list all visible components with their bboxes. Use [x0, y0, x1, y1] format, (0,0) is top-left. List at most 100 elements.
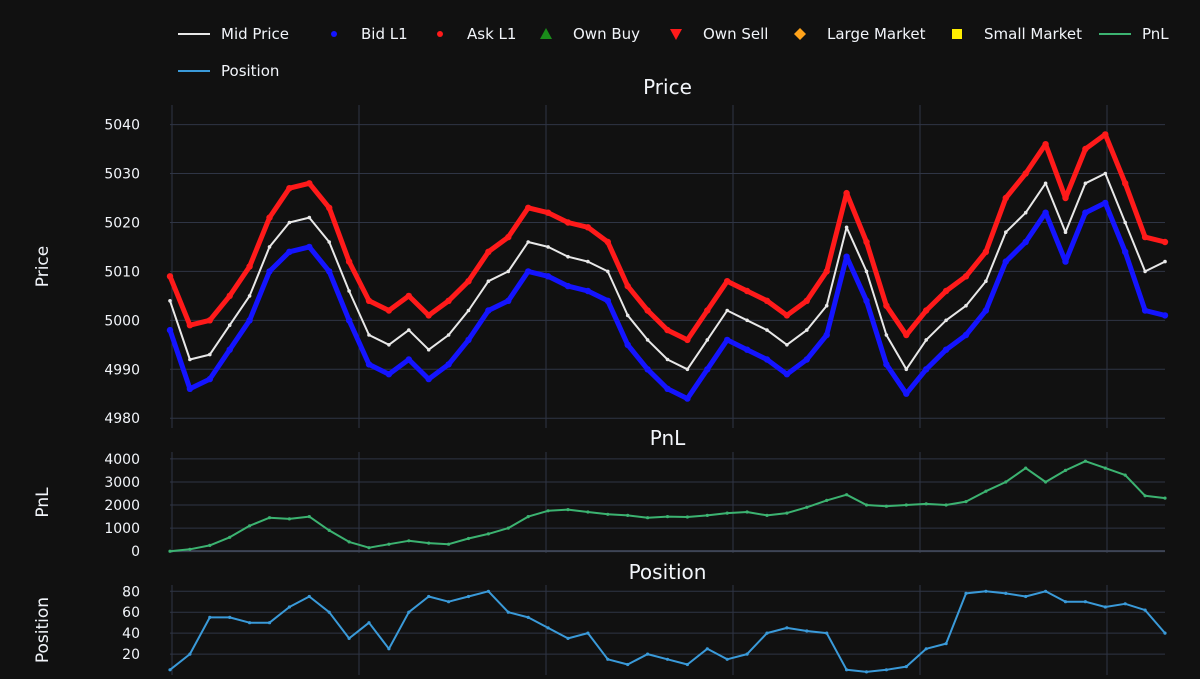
bid-l1-point [1082, 209, 1089, 216]
mid-price-point [745, 318, 749, 323]
ask-l1-point [1042, 141, 1049, 148]
legend-item-pnl[interactable]: PnL [1099, 25, 1169, 43]
ask-l1-point [226, 292, 233, 300]
pnl-point [486, 532, 490, 536]
pnl-y-axis-label: PnL [33, 487, 53, 518]
pnl-point [964, 500, 968, 504]
mid-price-point [486, 279, 491, 284]
ask-l1-point [704, 307, 711, 314]
bid-l1-point [425, 375, 432, 383]
ask-l1-point [903, 331, 910, 339]
position-point [1163, 631, 1167, 635]
ask-l1-point [684, 336, 691, 344]
position-point [745, 652, 749, 656]
legend-item-small-market[interactable]: Small Market [952, 25, 1082, 43]
bid-l1-series [166, 199, 1169, 402]
legend-label: Own Buy [573, 25, 640, 43]
ask-l1-point [584, 224, 592, 231]
pnl-point [864, 503, 869, 507]
bid-l1-point [863, 297, 870, 304]
pnl-point [825, 498, 829, 502]
bid-l1-point [743, 346, 751, 353]
bid-l1-point [783, 371, 791, 378]
ask-l1-point [485, 248, 492, 255]
ask-l1-point [982, 248, 990, 255]
mid-price-point [606, 269, 610, 274]
legend-item-own-buy[interactable]: Own Buy [540, 25, 640, 43]
legend-item-mid-price[interactable]: Mid Price [178, 25, 289, 43]
position-point [665, 657, 670, 661]
legend-item-ask-l1[interactable]: Ask L1 [437, 25, 516, 43]
mid-price-point [685, 367, 690, 372]
bid-l1-point [1002, 258, 1009, 265]
position-point [367, 621, 371, 625]
pnl-point [526, 515, 530, 519]
pnl-point [685, 515, 690, 519]
pnl-point [1063, 468, 1068, 472]
position-point [765, 631, 769, 635]
legend-item-bid-l1[interactable]: Bid L1 [331, 25, 408, 43]
bid-l1-point [345, 317, 353, 324]
ask-l1-point [743, 287, 751, 295]
legend-swatch-diamond [794, 28, 806, 40]
pnl-point [646, 516, 650, 520]
legend-swatch-dot [437, 31, 443, 37]
bid-l1-point [1042, 209, 1049, 216]
bid-l1-point [604, 297, 611, 304]
mid-price-point [645, 338, 650, 342]
ask-l1-point [604, 238, 611, 246]
mid-price-point [466, 308, 471, 313]
position-point [208, 615, 212, 620]
mid-price-point [208, 352, 212, 357]
legend[interactable]: Mid Price Bid L1 Ask L1 Own Buy Own Sell Larg… [178, 25, 1169, 80]
position-point [427, 594, 431, 599]
pnl-point [1123, 473, 1127, 477]
bid-l1-point [843, 253, 850, 260]
position-point [526, 615, 530, 620]
ask-l1-point [724, 278, 731, 285]
ask-l1-point [1122, 180, 1129, 187]
position-point [825, 631, 829, 635]
position-point [864, 670, 869, 674]
mid-price-point [267, 245, 272, 249]
pnl-series [168, 459, 1167, 553]
ask-l1-point [863, 238, 870, 246]
ask-l1-point [445, 297, 452, 304]
bid-l1-point [505, 297, 512, 304]
mid-price-point [586, 259, 590, 264]
mid-price-point [805, 328, 809, 332]
mid-price-point [824, 303, 829, 308]
legend-label: Bid L1 [361, 25, 408, 43]
ask-l1-series [166, 131, 1169, 344]
position-point [387, 647, 391, 651]
ask-l1-point [465, 278, 472, 285]
ask-l1-point [644, 307, 651, 314]
position-point [1063, 600, 1068, 604]
legend-item-large-market[interactable]: Large Market [794, 25, 926, 43]
ask-l1-point [843, 189, 850, 197]
ask-l1-point [1102, 131, 1109, 138]
mid-price-point [625, 313, 630, 318]
position-panel: 20 40 60 80 Position Position [33, 560, 1167, 675]
pnl-point [566, 508, 570, 512]
legend-swatch-dot [331, 31, 337, 37]
bid-l1-point [763, 356, 771, 363]
mid-price-point [944, 318, 948, 323]
position-point [1123, 602, 1127, 606]
pnl-point [1004, 480, 1008, 484]
legend-label: Small Market [984, 25, 1082, 43]
mid-price-point [844, 225, 849, 230]
legend-item-position[interactable]: Position [178, 62, 279, 80]
position-point [347, 636, 351, 641]
pnl-point [1024, 466, 1028, 470]
position-point [506, 610, 510, 614]
bid-l1-point [1141, 307, 1149, 314]
mid-price-point [426, 347, 431, 352]
legend-item-own-sell[interactable]: Own Sell [670, 25, 768, 43]
pnl-point [845, 493, 849, 497]
mid-price-point [168, 299, 172, 303]
mid-price-point [526, 240, 530, 244]
price-y-tick-label: 4980 [104, 411, 140, 427]
position-point [168, 668, 172, 672]
